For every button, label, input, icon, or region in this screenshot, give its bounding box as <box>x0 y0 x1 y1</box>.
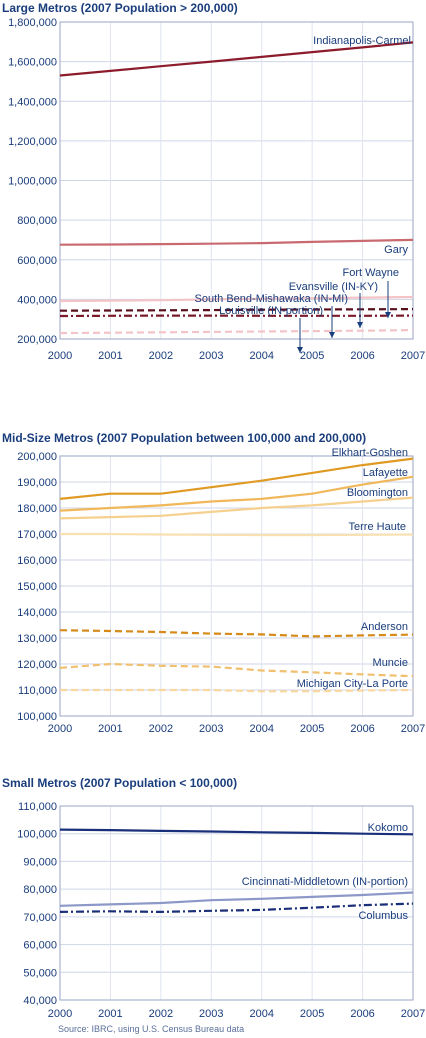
x-tick-label: 2005 <box>300 1008 324 1020</box>
y-tick-label: 100,000 <box>17 829 57 841</box>
x-tick-label: 2007 <box>401 723 425 735</box>
y-tick-label: 100,000 <box>17 711 57 723</box>
x-tick-label: 2002 <box>149 1008 173 1020</box>
series-label-elkhart-goshen: Elkhart-Goshen <box>332 447 408 459</box>
y-tick-label: 150,000 <box>17 581 57 593</box>
mid-size-metros-title: Mid-Size Metros (2007 Population between… <box>2 431 366 445</box>
series-label-fort-wayne: Fort Wayne <box>343 267 399 279</box>
series-label-indianapolis-carmel: Indianapolis-Carmel <box>313 35 411 47</box>
series-label-cincinnati-middletown-in-portion: Cincinnati-Middletown (IN-portion) <box>242 876 408 888</box>
x-tick-label: 2002 <box>149 723 173 735</box>
y-tick-label: 110,000 <box>18 685 57 697</box>
y-tick-label: 190,000 <box>17 477 57 489</box>
y-tick-label: 70,000 <box>23 912 57 924</box>
series-line-terre-haute <box>60 532 414 537</box>
large-metros-chart: Large Metros (2007 Population > 200,000)… <box>2 1 425 362</box>
series-line-gary <box>59 238 414 246</box>
large-metros-title: Large Metros (2007 Population > 200,000) <box>2 1 238 15</box>
x-tick-label: 2002 <box>149 350 173 362</box>
x-tick-label: 2001 <box>98 723 122 735</box>
y-tick-label: 200,000 <box>17 451 57 463</box>
arrowhead-icon <box>357 322 363 328</box>
series-line-evansville-in-ky <box>59 308 414 312</box>
y-tick-label: 60,000 <box>23 940 57 952</box>
y-tick-label: 1,800,000 <box>8 17 57 29</box>
y-tick-label: 1,600,000 <box>8 57 57 69</box>
y-tick-label: 200,000 <box>17 334 57 346</box>
series-line-columbus <box>59 902 414 914</box>
series-label-terre-haute: Terre Haute <box>349 521 406 533</box>
x-tick-label: 2006 <box>350 1008 374 1020</box>
series-line-cincinnati-middletown-in-portion <box>59 891 414 907</box>
x-tick-label: 2004 <box>249 1008 273 1020</box>
y-tick-label: 600,000 <box>17 255 57 267</box>
series-line-muncie <box>59 662 414 678</box>
y-tick-label: 800,000 <box>17 215 57 227</box>
x-tick-label: 2007 <box>401 1008 425 1020</box>
series-label-louisville-in-portion: Louisville (IN-portion) <box>219 305 323 317</box>
y-tick-label: 90,000 <box>23 856 57 868</box>
series-label-bloomington: Bloomington <box>347 487 408 499</box>
x-tick-label: 2006 <box>350 350 374 362</box>
x-tick-label: 2004 <box>249 350 273 362</box>
y-tick-label: 400,000 <box>17 294 57 306</box>
x-tick-label: 2003 <box>199 350 223 362</box>
series-label-anderson: Anderson <box>361 621 408 633</box>
plot-area <box>59 455 414 717</box>
series-label-columbus: Columbus <box>358 910 408 922</box>
series-label-kokomo: Kokomo <box>368 822 408 834</box>
arrowhead-icon <box>385 312 391 318</box>
series-label-evansville-in-ky: Evansville (IN-KY) <box>289 281 378 293</box>
y-tick-label: 130,000 <box>17 633 57 645</box>
y-tick-label: 1,000,000 <box>8 176 57 188</box>
x-tick-label: 2007 <box>401 350 425 362</box>
series-label-michigan-city-la-porte: Michigan City-La Porte <box>297 678 408 690</box>
series-label-muncie: Muncie <box>373 657 408 669</box>
y-tick-label: 160,000 <box>17 555 57 567</box>
series-line-fort-wayne <box>59 295 414 303</box>
y-tick-label: 120,000 <box>17 659 57 671</box>
y-tick-label: 50,000 <box>23 967 57 979</box>
mid-size-metros-chart: Mid-Size Metros (2007 Population between… <box>2 431 425 735</box>
y-tick-label: 1,400,000 <box>8 96 57 108</box>
source-note: Source: IBRC, using U.S. Census Bureau d… <box>58 1024 244 1034</box>
series-label-lafayette: Lafayette <box>363 467 408 479</box>
arrowhead-icon <box>329 332 335 338</box>
small-metros-title: Small Metros (2007 Population < 100,000) <box>2 776 237 790</box>
series-label-south-bend-mishawaka-in-mi: South Bend-Mishawaka (IN-MI) <box>195 293 348 305</box>
x-tick-label: 2001 <box>98 1008 122 1020</box>
x-tick-label: 2000 <box>48 1008 72 1020</box>
y-tick-label: 80,000 <box>23 884 57 896</box>
y-tick-label: 110,000 <box>18 801 57 813</box>
x-tick-label: 2000 <box>48 350 72 362</box>
y-tick-label: 170,000 <box>17 529 57 541</box>
series-line-michigan-city-la-porte <box>60 688 414 693</box>
x-tick-label: 2003 <box>199 1008 223 1020</box>
y-tick-label: 1,200,000 <box>8 136 57 148</box>
x-tick-label: 2001 <box>98 350 122 362</box>
x-tick-label: 2004 <box>249 723 273 735</box>
y-tick-label: 40,000 <box>23 995 57 1007</box>
series-line-louisville-in-portion <box>59 329 414 335</box>
x-tick-label: 2005 <box>300 350 324 362</box>
plot-area <box>59 21 414 340</box>
series-line-elkhart-goshen <box>59 457 414 500</box>
small-metros-chart: Small Metros (2007 Population < 100,000)… <box>2 776 425 1020</box>
x-tick-label: 2000 <box>48 723 72 735</box>
x-tick-label: 2005 <box>300 723 324 735</box>
arrowhead-icon <box>297 347 303 353</box>
series-line-lafayette <box>59 475 414 512</box>
x-tick-label: 2006 <box>350 723 374 735</box>
series-line-anderson <box>59 629 414 638</box>
series-line-kokomo <box>59 828 414 836</box>
series-line-bloomington <box>59 496 414 520</box>
y-tick-label: 140,000 <box>17 607 57 619</box>
series-line-indianapolis-carmel <box>59 41 414 77</box>
series-label-gary: Gary <box>384 244 408 256</box>
plot-area <box>59 805 414 1001</box>
x-tick-label: 2003 <box>199 723 223 735</box>
y-tick-label: 180,000 <box>17 503 57 515</box>
